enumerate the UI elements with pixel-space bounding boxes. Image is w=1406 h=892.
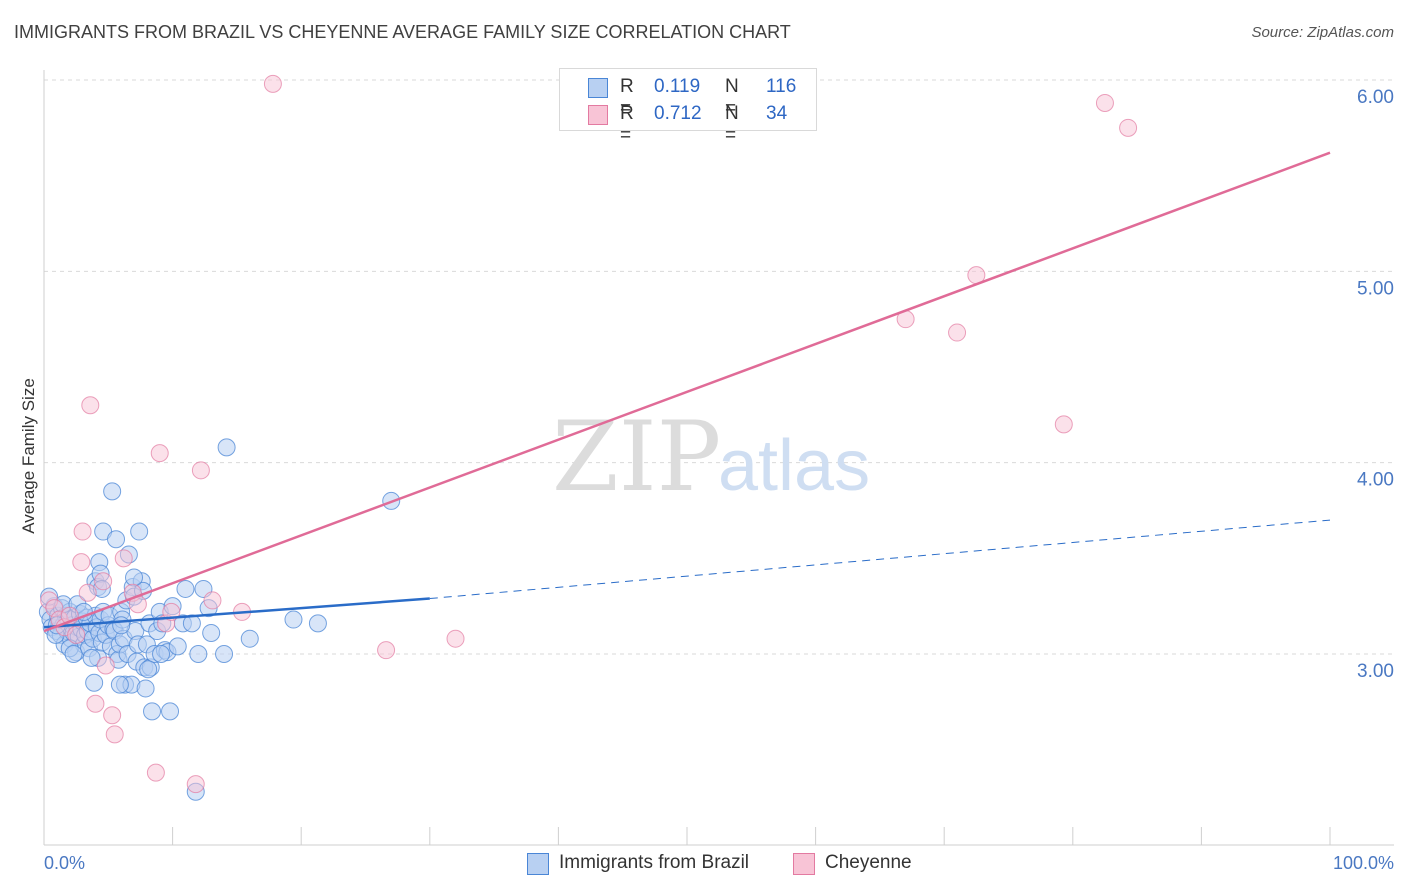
brazil-point — [161, 702, 180, 721]
cheyenne-point — [94, 572, 113, 591]
cheyenne-n-label: N = — [725, 103, 739, 146]
brazil-point — [107, 530, 126, 549]
brazil-point — [136, 679, 155, 698]
brazil-points — [38, 438, 401, 801]
cheyenne-point — [186, 775, 205, 794]
brazil-point — [168, 637, 187, 656]
cheyenne-point — [72, 553, 91, 572]
brazil-point — [85, 673, 104, 692]
brazil-point — [110, 675, 129, 694]
brazil-point — [202, 623, 221, 642]
brazil-r-value: 0.119 — [654, 76, 701, 97]
brazil-point — [176, 579, 195, 598]
bottom-cheyenne-label: Cheyenne — [825, 852, 912, 873]
watermark: ZIP atlas — [552, 401, 870, 513]
brazil-r-label: R = — [620, 76, 634, 119]
cheyenne-point — [105, 725, 124, 744]
brazil-point — [308, 614, 327, 633]
brazil-point — [139, 660, 158, 679]
brazil-point — [284, 610, 303, 629]
bottom-brazil-label: Immigrants from Brazil — [559, 852, 750, 873]
cheyenne-point — [162, 602, 181, 621]
cheyenne-point — [191, 461, 210, 480]
cheyenne-point — [1054, 415, 1073, 434]
y-tick-label-2: 5.00 — [1357, 278, 1394, 299]
brazil-swatch — [588, 78, 608, 98]
cheyenne-point — [81, 396, 100, 415]
brazil-point — [215, 645, 234, 663]
brazil-n-value: 116 — [766, 76, 797, 97]
brazil-point — [143, 702, 162, 721]
x-tick-label-max: 100.0% — [1333, 853, 1394, 873]
cheyenne-point — [1095, 93, 1114, 112]
cheyenne-point — [96, 656, 115, 675]
cheyenne-n-value: 34 — [766, 103, 788, 124]
brazil-trend-line — [43, 597, 430, 629]
cheyenne-point — [1119, 118, 1138, 137]
y-axis-tick-labels: 3.00 4.00 5.00 6.00 — [1357, 87, 1394, 682]
watermark-zip: ZIP — [552, 401, 721, 513]
cheyenne-point — [73, 522, 92, 541]
y-tick-label-3: 6.00 — [1357, 87, 1394, 108]
x-axis-ticks — [43, 827, 1331, 845]
cheyenne-point — [377, 641, 396, 660]
y-tick-label-0: 3.00 — [1357, 661, 1394, 682]
cheyenne-swatch — [588, 105, 608, 125]
brazil-point — [112, 616, 131, 635]
chart-title: IMMIGRANTS FROM BRAZIL VS CHEYENNE AVERA… — [14, 22, 791, 42]
cheyenne-point — [446, 629, 465, 648]
stats-legend: R = 0.119 N = 116 R = 0.712 N = 34 — [559, 68, 817, 146]
cheyenne-point — [146, 763, 165, 782]
gridlines — [44, 79, 1394, 655]
cheyenne-point — [67, 625, 86, 644]
cheyenne-point — [948, 323, 967, 342]
cheyenne-r-value: 0.712 — [654, 103, 702, 124]
y-axis-label: Average Family Size — [19, 378, 38, 534]
brazil-point — [189, 645, 208, 663]
cheyenne-point — [78, 583, 97, 602]
trend-lines — [43, 151, 1331, 633]
brazil-point — [240, 629, 259, 648]
brazil-point — [182, 614, 201, 633]
cheyenne-trend-line — [43, 151, 1331, 633]
brazil-n-label: N = — [725, 76, 739, 119]
cheyenne-point — [203, 591, 222, 610]
brazil-point — [103, 482, 122, 501]
watermark-atlas: atlas — [718, 426, 870, 506]
cheyenne-point — [103, 706, 122, 725]
cheyenne-point — [114, 549, 133, 568]
bottom-cheyenne-swatch — [793, 853, 815, 875]
brazil-point — [64, 645, 83, 663]
cheyenne-point — [86, 694, 105, 713]
brazil-point — [82, 648, 101, 667]
y-tick-label-1: 4.00 — [1357, 470, 1394, 491]
brazil-trend-extension — [429, 519, 1331, 600]
cheyenne-points — [40, 74, 1138, 794]
cheyenne-point — [263, 74, 282, 93]
x-tick-label-min: 0.0% — [44, 853, 85, 873]
cheyenne-r-label: R = — [620, 103, 634, 146]
source-label: Source: ZipAtlas.com — [1251, 24, 1394, 41]
brazil-point — [130, 522, 149, 541]
bottom-brazil-swatch — [527, 853, 549, 875]
brazil-point — [152, 645, 171, 663]
brazil-point — [217, 438, 236, 457]
cheyenne-point — [150, 444, 169, 463]
brazil-point — [125, 568, 144, 587]
